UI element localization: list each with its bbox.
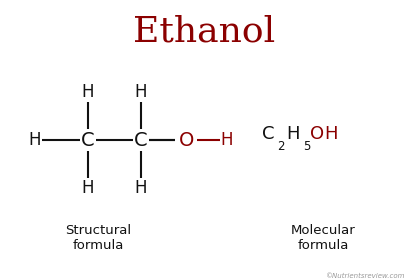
Text: ©Nutrientsreview.com: ©Nutrientsreview.com xyxy=(326,273,405,279)
Text: 5: 5 xyxy=(303,141,310,153)
Text: O: O xyxy=(178,130,194,150)
Text: C: C xyxy=(134,130,148,150)
Text: Ethanol: Ethanol xyxy=(133,14,276,48)
Text: H: H xyxy=(29,131,41,149)
Text: Structural
formula: Structural formula xyxy=(65,224,131,252)
Text: C: C xyxy=(81,130,95,150)
Text: Molecular
formula: Molecular formula xyxy=(291,224,355,252)
Text: H: H xyxy=(286,125,300,143)
Text: C: C xyxy=(262,125,274,143)
Text: H: H xyxy=(135,83,147,101)
Text: H: H xyxy=(135,179,147,197)
Text: H: H xyxy=(82,83,94,101)
Text: O: O xyxy=(310,125,324,143)
Text: H: H xyxy=(82,179,94,197)
Text: H: H xyxy=(221,131,233,149)
Text: H: H xyxy=(324,125,338,143)
Text: 2: 2 xyxy=(277,141,285,153)
